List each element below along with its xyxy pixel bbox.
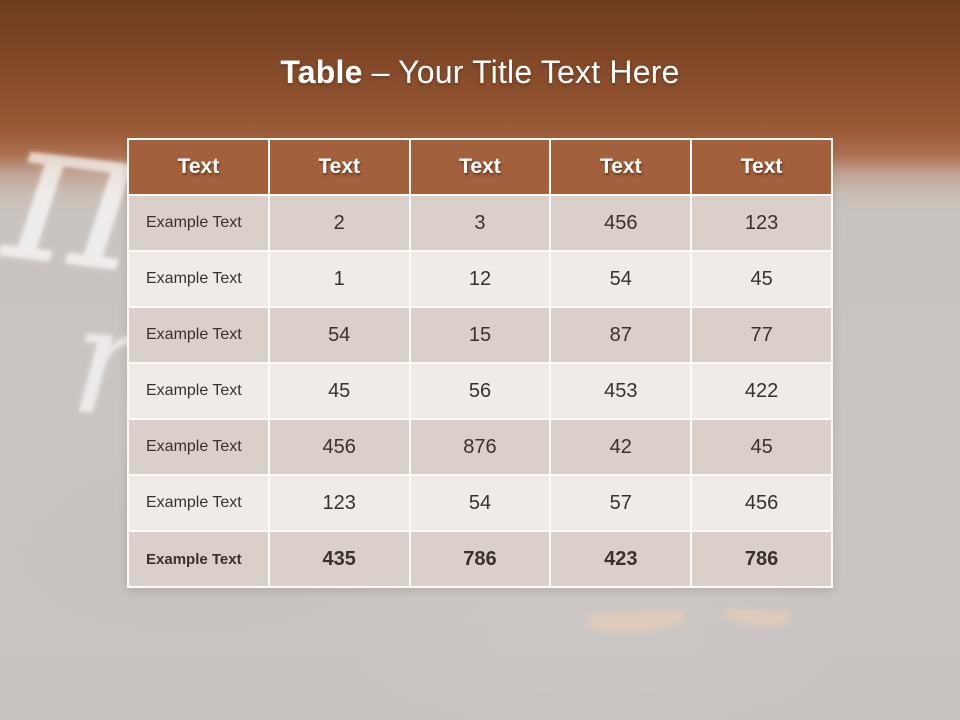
value-cell: 3 xyxy=(408,194,552,252)
row-label-cell: Example Text xyxy=(127,306,270,364)
data-table: Text Text Text Text Text Example Text 2 … xyxy=(127,138,833,588)
value-cell: 87 xyxy=(549,306,693,364)
table-row: Example Text 45 56 453 422 xyxy=(127,362,833,420)
value-cell: 786 xyxy=(690,530,833,588)
value-cell: 456 xyxy=(690,474,833,532)
value-cell: 1 xyxy=(267,250,411,308)
table-row: Example Text 54 15 87 77 xyxy=(127,306,833,364)
table-header: Text Text Text Text Text xyxy=(127,138,833,196)
value-cell: 435 xyxy=(267,530,411,588)
value-cell: 54 xyxy=(408,474,552,532)
table-header-row: Text Text Text Text Text xyxy=(127,138,833,196)
value-cell: 423 xyxy=(549,530,693,588)
value-cell: 54 xyxy=(267,306,411,364)
row-label-cell: Example Text xyxy=(127,250,270,308)
column-header: Text xyxy=(408,138,552,196)
table-row: Example Text 2 3 456 123 xyxy=(127,194,833,252)
value-cell: 77 xyxy=(690,306,833,364)
value-cell: 2 xyxy=(267,194,411,252)
table-row: Example Text 123 54 57 456 xyxy=(127,474,833,532)
value-cell: 45 xyxy=(690,418,833,476)
row-label-cell: Example Text xyxy=(127,418,270,476)
slide-title-subtitle: – Your Title Text Here xyxy=(371,54,680,90)
value-cell: 786 xyxy=(408,530,552,588)
row-label-cell: Example Text xyxy=(127,194,270,252)
slide-title: Table – Your Title Text Here xyxy=(0,54,960,91)
value-cell: 123 xyxy=(690,194,833,252)
value-cell: 12 xyxy=(408,250,552,308)
value-cell: 45 xyxy=(267,362,411,420)
background-hand-shape xyxy=(725,607,791,629)
value-cell: 56 xyxy=(408,362,552,420)
value-cell: 54 xyxy=(549,250,693,308)
table-row: Example Text 456 876 42 45 xyxy=(127,418,833,476)
background-hand-shape xyxy=(587,609,685,635)
value-cell: 453 xyxy=(549,362,693,420)
slide-title-keyword: Table xyxy=(280,54,363,90)
column-header: Text xyxy=(690,138,833,196)
value-cell: 123 xyxy=(267,474,411,532)
value-cell: 456 xyxy=(267,418,411,476)
value-cell: 456 xyxy=(549,194,693,252)
value-cell: 42 xyxy=(549,418,693,476)
value-cell: 876 xyxy=(408,418,552,476)
table-row: Example Text 1 12 54 45 xyxy=(127,250,833,308)
value-cell: 422 xyxy=(690,362,833,420)
column-header: Text xyxy=(549,138,693,196)
column-header: Text xyxy=(267,138,411,196)
value-cell: 45 xyxy=(690,250,833,308)
value-cell: 15 xyxy=(408,306,552,364)
column-header: Text xyxy=(127,138,270,196)
row-label-cell: Example Text xyxy=(127,474,270,532)
value-cell: 57 xyxy=(549,474,693,532)
table-total-row: Example Text 435 786 423 786 xyxy=(127,530,833,588)
row-label-cell: Example Text xyxy=(127,530,270,588)
table-body: Example Text 2 3 456 123 Example Text 1 … xyxy=(127,194,833,588)
row-label-cell: Example Text xyxy=(127,362,270,420)
